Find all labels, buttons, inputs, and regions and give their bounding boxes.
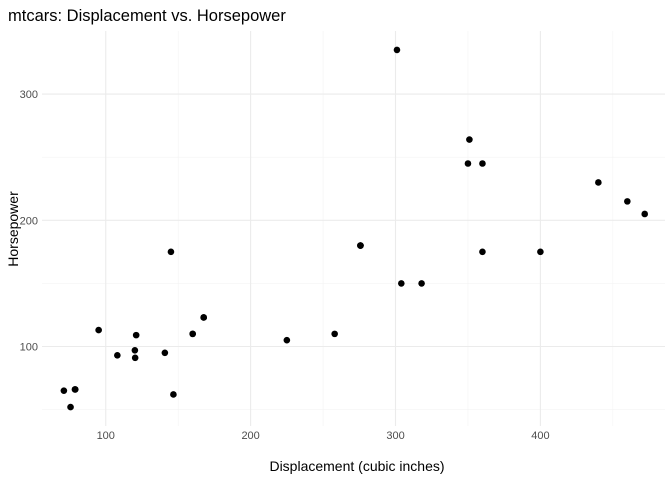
data-points — [61, 47, 648, 411]
data-point — [284, 337, 291, 344]
y-axis-tick-labels: 100 200 300 — [20, 89, 38, 353]
chart-title: mtcars: Displacement vs. Horsepower — [8, 7, 286, 25]
data-point — [394, 47, 401, 54]
data-point — [168, 249, 175, 256]
x-axis-title: Displacement (cubic inches) — [269, 458, 444, 474]
major-gridlines — [42, 31, 665, 426]
data-point — [72, 386, 79, 393]
y-tick-label: 200 — [20, 215, 38, 227]
data-point — [466, 136, 473, 143]
data-point — [67, 404, 74, 411]
data-point — [398, 280, 405, 287]
y-tick-label: 100 — [20, 341, 38, 353]
y-tick-label: 300 — [20, 89, 38, 101]
data-point — [162, 350, 169, 357]
data-point — [61, 387, 68, 394]
data-point — [170, 391, 177, 398]
data-point — [331, 331, 338, 338]
data-point — [537, 249, 544, 256]
data-point — [95, 327, 102, 334]
data-point — [641, 211, 648, 218]
x-tick-label: 200 — [241, 430, 259, 442]
data-point — [132, 347, 139, 354]
data-point — [479, 160, 486, 167]
data-point — [133, 332, 140, 339]
data-point — [624, 198, 631, 205]
data-point — [479, 249, 486, 256]
x-tick-label: 400 — [531, 430, 549, 442]
data-point — [132, 355, 139, 362]
x-tick-label: 300 — [386, 430, 404, 442]
data-point — [595, 179, 602, 186]
minor-gridlines — [42, 31, 665, 426]
data-point — [465, 160, 472, 167]
y-axis-title: Horsepower — [5, 191, 21, 267]
data-point — [114, 352, 121, 359]
data-point — [357, 242, 364, 249]
x-tick-label: 100 — [97, 430, 115, 442]
data-point — [189, 331, 196, 338]
data-point — [418, 280, 425, 287]
x-axis-tick-labels: 100 200 300 400 — [97, 430, 550, 442]
data-point — [200, 314, 207, 321]
